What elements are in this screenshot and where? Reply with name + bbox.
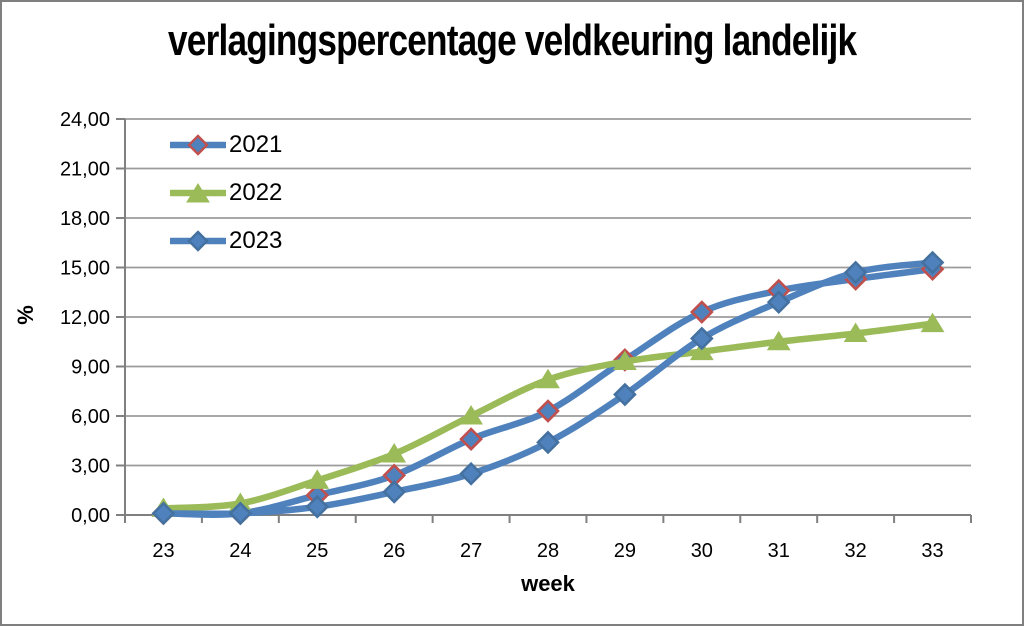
x-tick-label: 23 bbox=[152, 540, 174, 562]
marker-2022-week-26 bbox=[382, 442, 407, 463]
series-line-2021 bbox=[160, 265, 936, 518]
marker-2022-week-33 bbox=[920, 312, 945, 333]
y-tick-label: 24,00 bbox=[60, 109, 110, 131]
legend-marker-2023 bbox=[170, 230, 226, 252]
marker-2023-week-23 bbox=[151, 501, 176, 526]
legend-label-2021: 2021 bbox=[229, 131, 283, 158]
marker-2023-week-27 bbox=[459, 461, 483, 486]
legend-label-2023: 2023 bbox=[229, 227, 283, 254]
marker-2023-week-32 bbox=[843, 260, 868, 285]
marker-2023-week-29 bbox=[613, 382, 637, 407]
x-tick-label: 25 bbox=[306, 540, 328, 562]
marker-2023-week-30 bbox=[689, 326, 714, 351]
x-axis-title: week bbox=[521, 571, 575, 596]
x-tick-label: 29 bbox=[614, 540, 636, 562]
x-tick-label: 28 bbox=[537, 540, 559, 562]
x-tick-label: 30 bbox=[691, 540, 713, 562]
x-tick-label: 31 bbox=[768, 540, 790, 562]
title-wrap: verlagingspercentage veldkeuring landeli… bbox=[2, 16, 1022, 66]
y-tick-label: 15,00 bbox=[60, 258, 110, 280]
marker-2023-week-26 bbox=[382, 480, 407, 504]
marker-2023-week-25 bbox=[305, 494, 330, 519]
marker-2022-week-32 bbox=[843, 322, 868, 342]
marker-2022-week-30 bbox=[689, 340, 714, 361]
legend-item-2022: 2022 bbox=[170, 177, 282, 209]
marker-2021-week-28 bbox=[536, 399, 560, 423]
marker-2022-week-28 bbox=[536, 368, 560, 389]
marker-2023-week-28 bbox=[536, 430, 560, 455]
legend-label-2022: 2022 bbox=[229, 179, 283, 206]
y-tick-label: 18,00 bbox=[60, 208, 110, 230]
marker-2022-week-29 bbox=[613, 350, 637, 371]
legend-marker-2021 bbox=[170, 134, 226, 156]
x-tick-label: 33 bbox=[921, 540, 943, 562]
y-tick-label: 6,00 bbox=[71, 406, 110, 428]
chart-title: verlagingspercentage veldkeuring landeli… bbox=[167, 16, 857, 65]
x-tick-label: 32 bbox=[845, 540, 867, 562]
legend-item-2023: 2023 bbox=[170, 225, 282, 257]
y-tick-label: 21,00 bbox=[60, 159, 110, 181]
legend-marker-2022 bbox=[170, 183, 226, 203]
y-tick-label: 3,00 bbox=[71, 456, 110, 478]
marker-2023-week-33 bbox=[920, 250, 945, 275]
x-tick-label: 27 bbox=[460, 540, 482, 562]
y-tick-label: 9,00 bbox=[71, 357, 110, 379]
marker-2023-week-24 bbox=[228, 501, 253, 526]
marker-2023-week-31 bbox=[766, 290, 791, 314]
legend-item-2021: 2021 bbox=[170, 129, 282, 161]
y-tick-label: 12,00 bbox=[60, 307, 110, 329]
y-tick-label: 0,00 bbox=[71, 505, 110, 527]
marker-2022-week-31 bbox=[766, 330, 791, 351]
x-tick-label: 26 bbox=[383, 540, 405, 562]
x-tick-label: 24 bbox=[229, 540, 251, 562]
marker-2021-week-27 bbox=[459, 427, 483, 451]
marker-2021-week-30 bbox=[689, 300, 714, 324]
marker-2022-week-25 bbox=[305, 469, 330, 489]
marker-2022-week-27 bbox=[459, 405, 483, 425]
